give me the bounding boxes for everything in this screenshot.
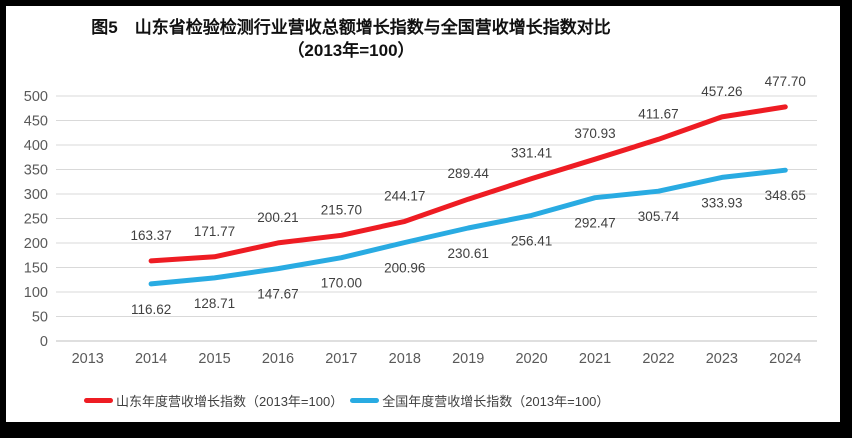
- legend-line-swatch-national-icon: [350, 397, 380, 403]
- data-label: 348.65: [765, 188, 806, 203]
- legend-line-swatch-shandong-icon: [84, 397, 113, 403]
- y-axis-tick-label: 500: [24, 89, 48, 105]
- y-axis-tick-label: 450: [24, 114, 48, 130]
- y-axis-tick-label: 400: [24, 138, 48, 154]
- data-label: 370.93: [574, 126, 615, 141]
- chart-title: 图5 山东省检验检测行业营收总额增长指数与全国营收增长指数对比: [91, 18, 611, 37]
- y-axis-tick-label: 150: [24, 261, 48, 277]
- x-axis-tick-label: 2016: [262, 351, 294, 367]
- data-label: 292.47: [574, 216, 615, 231]
- legend-label-shandong: 山东年度营收增长指数（2013年=100）: [116, 393, 344, 409]
- data-label: 331.41: [511, 146, 552, 161]
- x-axis-tick-label: 2013: [72, 351, 104, 367]
- data-label: 128.71: [194, 296, 235, 311]
- chart-legend: 山东年度营收增长指数（2013年=100） 全国年度营收增长指数（2013年=1…: [84, 390, 609, 410]
- data-label: 333.93: [701, 195, 742, 210]
- y-axis-tick-label: 100: [24, 285, 48, 301]
- y-axis-tick-label: 300: [24, 187, 48, 203]
- legend-label-national: 全国年度营收增长指数（2013年=100）: [382, 393, 610, 409]
- data-label: 289.44: [448, 166, 490, 181]
- data-label: 171.77: [194, 224, 235, 239]
- x-axis-tick-label: 2017: [325, 351, 357, 367]
- data-label: 230.61: [448, 246, 489, 261]
- data-label: 215.70: [321, 202, 362, 217]
- y-axis-tick-label: 250: [24, 212, 48, 228]
- data-label: 411.67: [638, 106, 678, 121]
- data-label: 170.00: [321, 276, 362, 291]
- data-label: 147.67: [257, 287, 298, 302]
- data-label: 163.37: [130, 228, 171, 243]
- chart-subtitle: （2013年=100）: [287, 41, 415, 60]
- data-label: 457.26: [701, 84, 742, 99]
- data-label: 305.74: [638, 209, 680, 224]
- data-label: 116.62: [131, 302, 171, 317]
- x-axis-tick-label: 2019: [452, 351, 484, 367]
- chart-title-block: 图5 山东省检验检测行业营收总额增长指数与全国营收增长指数对比 （2013年=1…: [6, 16, 696, 62]
- data-label: 200.96: [384, 261, 425, 276]
- legend-item-shandong: 山东年度营收增长指数（2013年=100）: [84, 391, 343, 410]
- data-label: 244.17: [384, 188, 425, 203]
- y-axis-tick-label: 200: [24, 236, 48, 252]
- chart-canvas: 0 50 100 150 200 250 300 350 400 450 500 2013 2014 20…: [24, 74, 817, 367]
- chart-area: 图5 山东省检验检测行业营收总额增长指数与全国营收增长指数对比 （2013年=1…: [6, 6, 840, 422]
- legend-item-national: 全国年度营收增长指数（2013年=100）: [350, 391, 609, 410]
- series-line-national: [148, 167, 788, 287]
- data-label: 200.21: [257, 210, 298, 225]
- y-axis-tick-label: 50: [32, 310, 48, 326]
- x-axis-tick-label: 2021: [579, 351, 611, 367]
- x-axis-tick-label: 2024: [769, 351, 801, 367]
- series-line-shandong: [148, 104, 788, 264]
- x-axis-tick-label: 2014: [135, 351, 167, 367]
- data-label: 477.70: [765, 74, 806, 89]
- x-axis-tick-label: 2022: [642, 351, 674, 367]
- x-axis-tick-label: 2020: [515, 351, 547, 367]
- y-axis-tick-label: 350: [24, 163, 48, 179]
- x-axis-tick-label: 2015: [198, 351, 230, 367]
- x-axis-tick-label: 2023: [706, 351, 738, 367]
- y-axis-tick-label: 0: [40, 334, 48, 350]
- data-label: 256.41: [511, 233, 552, 248]
- x-axis-tick-label: 2018: [389, 351, 421, 367]
